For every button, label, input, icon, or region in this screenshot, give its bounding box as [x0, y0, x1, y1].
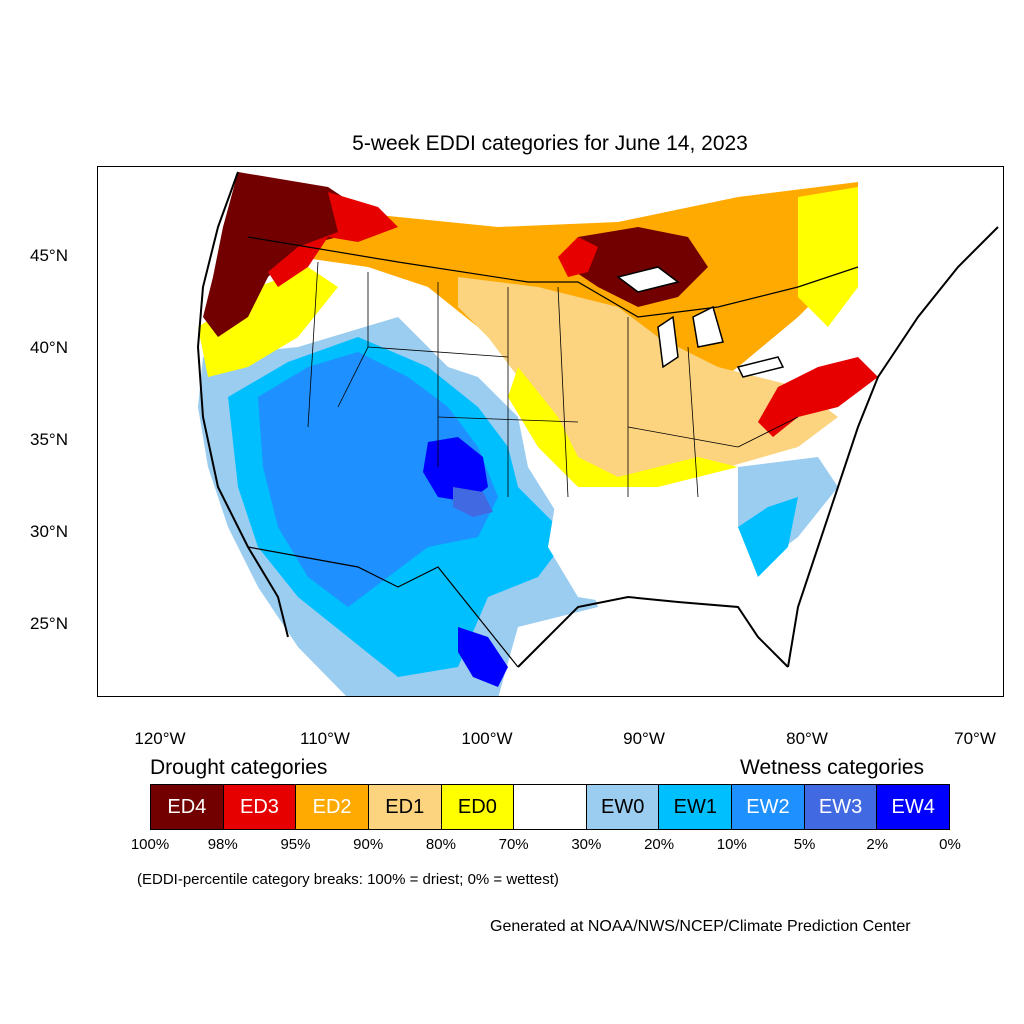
lon-label-90: 90°W — [623, 729, 665, 748]
legend-cell-normal — [514, 785, 587, 829]
lon-label-120: 120°W — [134, 729, 186, 748]
region-ew1-southeast — [738, 497, 798, 577]
region-ed3-pacific-nw — [268, 192, 398, 287]
map-frame — [97, 166, 1004, 697]
legend-cell-ew3: EW3 — [804, 785, 878, 829]
legend-break-label: 10% — [716, 836, 747, 853]
region-ew4-west — [423, 437, 488, 502]
region-ed1-midwest — [458, 277, 838, 487]
legend-cell-ed0: ED0 — [441, 785, 515, 829]
region-ed0-northwest — [198, 267, 338, 377]
legend-cell-ed4: ED4 — [151, 785, 224, 829]
border-canada — [247, 236, 859, 318]
legend-cell-ed3: ED3 — [223, 785, 297, 829]
legend-break-label: 30% — [571, 836, 602, 853]
credit-line: Generated at NOAA/NWS/NCEP/Climate Predi… — [490, 918, 911, 935]
wetness-heading: Wetness categories — [740, 756, 925, 779]
border-mexico — [247, 546, 519, 668]
region-ed3-midatlantic — [758, 357, 878, 437]
category-note: (EDDI-percentile category breaks: 100% =… — [137, 871, 559, 888]
map-title: 5-week EDDI categories for June 14, 2023 — [352, 132, 748, 155]
region-ed0-north — [508, 367, 738, 497]
legend-break-label: 0% — [939, 836, 961, 853]
legend-cell-ew0: EW0 — [586, 785, 660, 829]
region-ed4-pacific-nw — [203, 172, 358, 337]
lon-label-70: 70°W — [954, 729, 996, 748]
legend-break-label: 100% — [130, 836, 170, 853]
lon-label-80: 80°W — [786, 729, 828, 748]
legend-cell-ed1: ED1 — [368, 785, 442, 829]
legend-break-label: 70% — [498, 836, 529, 853]
lon-label-110: 110°W — [300, 729, 350, 748]
region-ew4-texas — [458, 627, 508, 687]
lat-label-45: 45°N — [30, 246, 68, 265]
lat-label-40: 40°N — [30, 338, 68, 357]
legend-break-label: 95% — [280, 836, 311, 853]
lat-label-30: 30°N — [30, 522, 68, 541]
legend-cell-ed2: ED2 — [296, 785, 369, 829]
coastline-gulf — [517, 595, 789, 668]
legend-cell-ew1: EW1 — [659, 785, 733, 829]
lon-label-100: 100°W — [461, 729, 513, 748]
region-ew3-west — [453, 487, 493, 517]
legend-break-label: 98% — [207, 836, 238, 853]
coastline-east — [787, 226, 999, 668]
region-ed3-great-lakes — [558, 237, 598, 277]
legend-break-label: 80% — [425, 836, 456, 853]
lat-label-25: 25°N — [30, 614, 68, 633]
lat-label-35: 35°N — [30, 430, 68, 449]
state-borders — [307, 261, 799, 498]
legend-break-label: 90% — [353, 836, 384, 853]
region-ed4-great-lakes — [568, 227, 708, 307]
legend-cell-ew4: EW4 — [877, 785, 950, 829]
coastline-west — [196, 171, 289, 638]
legend-break-label: 5% — [793, 836, 816, 853]
legend-cell-ew2: EW2 — [732, 785, 805, 829]
legend-break-label: 2% — [866, 836, 889, 853]
legend-bar: ED4 ED3 ED2 ED1 ED0 EW0 EW1 EW2 EW3 EW4 — [150, 784, 950, 830]
region-ed0-northeast — [798, 187, 858, 327]
eddi-map — [196, 171, 999, 696]
drought-heading: Drought categories — [150, 756, 328, 779]
great-lakes — [616, 266, 785, 378]
legend-break-label: 20% — [644, 836, 675, 853]
